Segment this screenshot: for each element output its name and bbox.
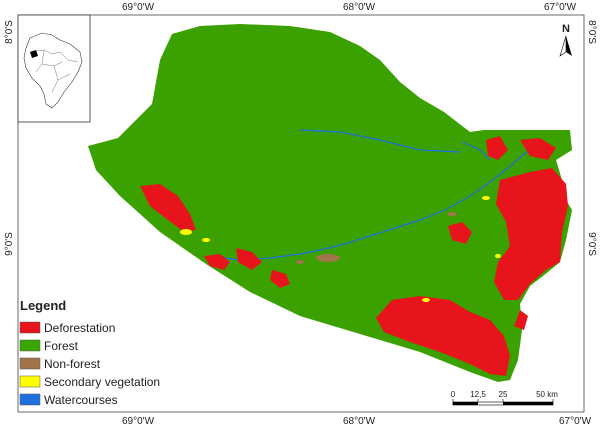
inset-locator-map [17,14,91,123]
top-label-68w: 68°0'W [343,2,376,13]
legend: Legend Deforestation Forest Non-forest Seco… [19,298,160,407]
bottom-label-67w: 67°0'W [559,416,592,427]
north-label: N [562,23,570,35]
top-label-67w: 67°0'W [544,2,577,13]
scale-bar: 0 12,5 25 50 km [451,390,558,406]
legend-swatch [19,393,41,406]
scale-tick-label: 50 km [536,390,558,399]
scale-bar-segment-1 [453,402,478,405]
study-area [88,24,572,382]
state-borders [29,49,79,93]
bottom-label-68w: 68°0'W [343,416,376,427]
secondary-vegetation-patches [180,196,501,302]
legend-label: Watercourses [44,393,118,407]
brazil-outline [23,32,83,109]
study-area-marker [30,50,38,58]
forest-region [88,24,572,382]
map-frame [17,14,585,413]
legend-label: Non-forest [44,357,101,371]
non-forest-patches [296,212,457,264]
right-label-8s: 8°0'S [586,20,597,44]
legend-swatch [19,375,41,388]
legend-swatch [19,357,41,370]
scale-tick-label: 12,5 [470,390,486,399]
scale-tick-label: 25 [499,390,508,399]
legend-label: Forest [44,339,79,353]
left-label-9s: 9°0'S [4,232,15,256]
right-label-9s: 9°0'S [586,232,597,256]
legend-label: Secondary vegetation [44,375,160,389]
legend-label: Deforestation [44,321,115,335]
left-label-8s: 8°0'S [4,20,15,44]
top-label-69w: 69°0'W [122,2,155,13]
scale-bar-segment-3 [503,402,553,405]
north-arrow: N [559,23,572,57]
watercourses [209,129,541,261]
scale-tick-label: 0 [451,390,456,399]
deforestation-patches [140,136,568,376]
bottom-label-69w: 69°0'W [122,416,155,427]
legend-swatch [19,339,41,352]
coordinate-labels: 69°0'W 68°0'W 67°0'W 69°0'W 68°0'W 67°0'… [4,2,597,427]
legend-title: Legend [20,298,66,313]
north-arrow-light-half [559,35,567,57]
legend-swatch [19,321,41,334]
north-arrow-dark-half [566,36,572,56]
